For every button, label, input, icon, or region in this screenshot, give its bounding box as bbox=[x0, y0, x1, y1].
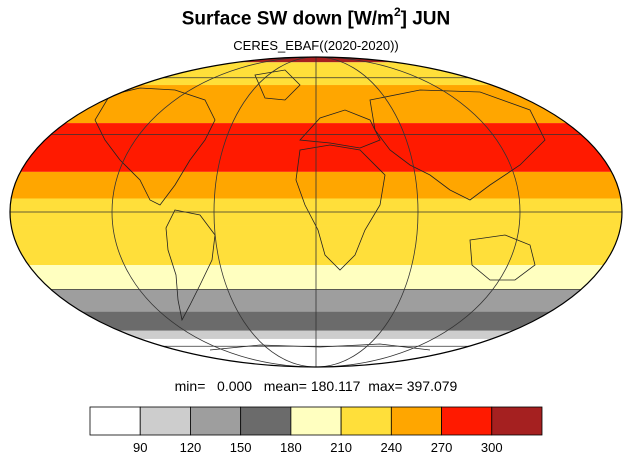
colorbar-segment bbox=[290, 406, 342, 436]
colorbar-tick-label: 120 bbox=[179, 440, 202, 455]
greenland-outline bbox=[254, 69, 301, 101]
colorbar-segment bbox=[240, 406, 292, 436]
colorbar-tick-label: 270 bbox=[430, 440, 453, 455]
max-label: max= bbox=[368, 378, 403, 394]
stats-line: min= 0.000 mean= 180.117 max= 397.079 bbox=[0, 378, 632, 394]
colorbar-tick-label: 210 bbox=[330, 440, 352, 455]
colorbar-segment bbox=[491, 406, 543, 436]
colorbar-segment bbox=[340, 406, 392, 436]
colorbar-segment bbox=[190, 406, 242, 436]
min-label: min= bbox=[174, 378, 206, 394]
asia-outline bbox=[369, 89, 546, 201]
colorbar-tick-label: 90 bbox=[132, 440, 148, 455]
max-value: 397.079 bbox=[406, 378, 458, 394]
colorbar-tick-label: 300 bbox=[480, 440, 503, 455]
colorbar-tick-label: 180 bbox=[280, 440, 302, 455]
mean-value: 180.117 bbox=[310, 378, 361, 394]
colorbar-segment bbox=[89, 406, 141, 436]
colorbar-segment bbox=[390, 406, 442, 436]
title-text: Surface SW down [W/m bbox=[181, 8, 394, 30]
title-tail: ] JUN bbox=[400, 8, 451, 30]
colorbar-segment bbox=[139, 406, 191, 436]
colorbar-tick-label: 150 bbox=[229, 440, 252, 455]
map-subtitle: CERES_EBAF((2020-2020)) bbox=[233, 38, 399, 53]
title-superscript: 2 bbox=[393, 5, 401, 19]
meridian-line bbox=[111, 57, 521, 367]
colorbar-segment bbox=[441, 406, 493, 436]
min-value: 0.000 bbox=[217, 378, 253, 394]
meridian-line bbox=[213, 57, 419, 367]
south-america-outline bbox=[165, 209, 216, 322]
map-border bbox=[9, 56, 623, 368]
mean-label: mean= bbox=[263, 378, 307, 394]
colorbar-tick-label: 240 bbox=[380, 440, 403, 455]
australia-outline bbox=[469, 234, 536, 281]
africa-outline bbox=[295, 144, 386, 271]
map-title: Surface SW down [W/m2] JUN bbox=[0, 5, 632, 30]
